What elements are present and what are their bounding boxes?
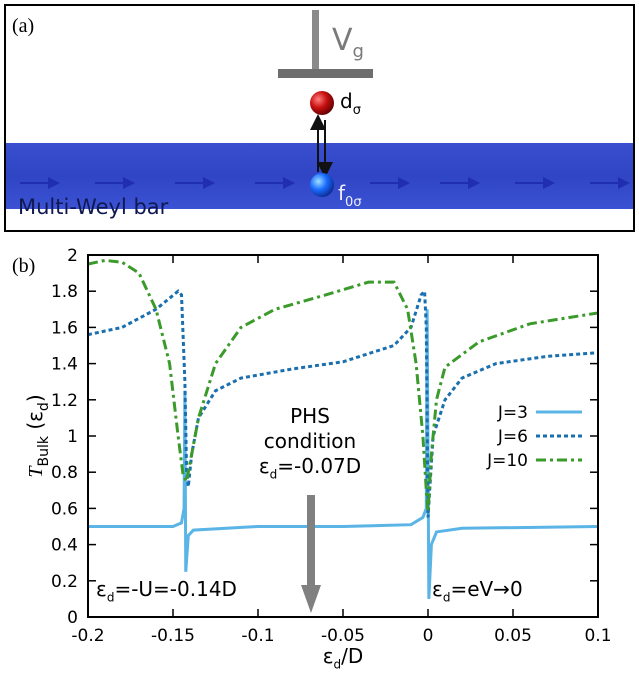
site-sphere	[310, 173, 334, 197]
left-annotation-part: =-U=-0.14D	[114, 577, 237, 601]
y-tick-label: 1	[67, 427, 78, 447]
phs-annotation-part: condition	[264, 429, 356, 453]
phs-annotation: PHS	[290, 404, 330, 428]
y-tick-label: 0	[67, 608, 78, 628]
panel-label: (b)	[12, 255, 35, 277]
x-axis-label-part: ε	[323, 644, 334, 668]
x-tick-label: -0.2	[71, 626, 104, 646]
bar-label: Multi-Weyl bar	[18, 195, 169, 219]
right-annotation: εd=eV→0	[432, 577, 523, 605]
site-label: f0σ	[338, 181, 362, 210]
y-tick-label: 1.4	[51, 355, 78, 375]
x-tick-label: 0.05	[494, 626, 532, 646]
panel-b-bg	[0, 233, 639, 673]
x-tick-label: 0.1	[584, 626, 611, 646]
phs-annotation: εd=-0.07D	[259, 454, 361, 482]
y-axis-label-part: d	[36, 402, 52, 411]
y-tick-label: 1.6	[51, 318, 78, 338]
phs-annotation-part: ε	[259, 454, 270, 478]
phs-arrow-shaft	[307, 495, 315, 587]
x-axis-label-part: d	[334, 658, 342, 672]
left-annotation-part: d	[107, 591, 115, 605]
y-tick-label: 0.6	[51, 499, 78, 519]
y-axis-label: TBulk (εd)	[23, 394, 52, 477]
series-line	[88, 287, 598, 518]
right-annotation-part: d	[443, 591, 451, 605]
plot: (b) 0 0.2 0.4 0.6 0.8 1 1.2 1.4 1.6 1.8 2 -0.2 -0.15 -…	[12, 246, 612, 672]
panel-label: (a)	[12, 15, 34, 37]
x-tick-label: -0.05	[321, 626, 365, 646]
gate-rod	[312, 10, 319, 70]
x-tick-label: -0.1	[241, 626, 274, 646]
right-annotation-part: ε	[432, 577, 443, 601]
dot-label: dσ	[340, 89, 361, 118]
left-annotation: εd=-U=-0.14D	[96, 577, 237, 605]
y-axis-label-part: T	[25, 465, 47, 478]
site-sub: 0σ	[345, 195, 362, 210]
legend-label: J=10	[486, 451, 528, 471]
x-tick-label: -0.15	[151, 626, 195, 646]
right-annotation-part: =eV→0	[450, 577, 522, 601]
phs-annotation-part: =-0.07D	[277, 454, 361, 478]
x-tick-label: 0	[423, 626, 434, 646]
gate-main: V	[332, 23, 353, 58]
y-tick-label: 2	[67, 246, 78, 266]
dot-main: d	[340, 89, 353, 113]
gate-label: Vg	[332, 23, 364, 62]
y-axis-label-part: (ε	[23, 411, 47, 436]
series-line	[88, 309, 598, 599]
gate-sub: g	[353, 41, 364, 62]
x-axis-label-part: /D	[341, 644, 363, 668]
phs-annotation-part: PHS	[290, 404, 330, 428]
y-tick-label: 0.2	[51, 572, 78, 592]
y-tick-label: 0.4	[51, 536, 78, 556]
left-annotation-part: ε	[96, 577, 107, 601]
y-axis-label-part: )	[23, 394, 47, 402]
phs-annotation-part: d	[270, 468, 278, 482]
gate-plate	[278, 69, 373, 78]
y-tick-label: 1.2	[51, 391, 78, 411]
dot-sub: σ	[353, 103, 361, 118]
legend-label: J=6	[497, 427, 528, 447]
y-tick-label: 0.8	[51, 463, 78, 483]
site-main: f	[338, 181, 346, 205]
plot-frame	[87, 254, 599, 618]
y-axis-label-part: Bulk	[36, 435, 52, 466]
dot-sphere	[310, 91, 334, 115]
x-axis-label: εd/D	[323, 644, 364, 672]
y-tick-label: 1.8	[51, 282, 78, 302]
phs-arrow-head	[301, 585, 321, 613]
legend-label: J=3	[497, 403, 528, 423]
phs-annotation: condition	[264, 429, 356, 453]
